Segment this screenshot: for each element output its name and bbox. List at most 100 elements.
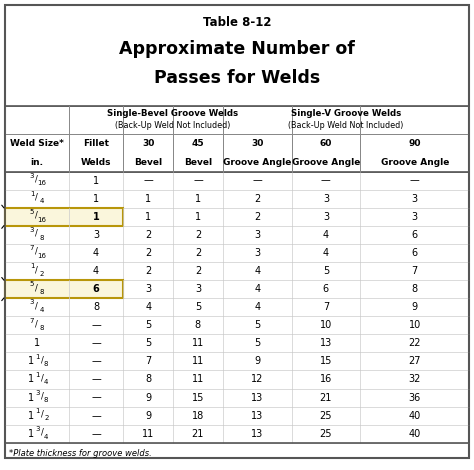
Text: 12: 12 [251,375,264,384]
Text: 10: 10 [409,320,421,330]
Text: 15: 15 [191,392,204,402]
Text: 11: 11 [192,375,204,384]
Text: 3: 3 [412,212,418,222]
Text: 4: 4 [44,433,48,439]
Text: 9: 9 [254,356,260,367]
Text: 3: 3 [323,212,329,222]
Text: 3: 3 [254,248,260,258]
Bar [123,134,173,172]
Text: 45: 45 [191,139,204,148]
Text: /: / [40,374,44,383]
Text: 1: 1 [30,191,34,197]
Text: 25: 25 [319,429,332,439]
Text: 3: 3 [36,426,40,432]
Bar [69,134,123,172]
Text: /: / [35,265,38,274]
Text: —: — [252,176,262,186]
Text: /: / [40,428,44,437]
Text: 40: 40 [409,429,421,439]
Text: 1: 1 [36,408,40,414]
Bar [123,106,223,134]
Text: 1: 1 [30,263,34,269]
Text: 30: 30 [142,139,155,148]
Text: Bevel: Bevel [134,157,162,167]
Text: 15: 15 [319,356,332,367]
Text: 7: 7 [411,266,418,276]
Text: 3: 3 [93,230,99,240]
Text: 2: 2 [195,248,201,258]
Text: 90: 90 [409,139,421,148]
Text: 5: 5 [30,282,34,287]
Text: 7: 7 [30,245,34,251]
Text: —: — [91,392,101,402]
Text: 8: 8 [44,361,48,367]
Text: 4: 4 [254,302,260,312]
Text: *Plate thickness for groove welds.: *Plate thickness for groove welds. [9,449,152,458]
Text: Groove Angle: Groove Angle [292,157,360,167]
Text: 2: 2 [145,248,151,258]
Text: Approximate Number of: Approximate Number of [119,40,355,58]
Text: /: / [35,211,38,220]
Text: 4: 4 [93,266,99,276]
Text: 5: 5 [323,266,329,276]
Text: 5: 5 [145,320,151,330]
Text: 10: 10 [320,320,332,330]
Text: 3: 3 [323,194,329,204]
Text: 16: 16 [37,217,46,223]
Text: 4: 4 [323,248,329,258]
Text: /: / [40,410,44,419]
Text: 3: 3 [30,227,34,233]
Text: 9: 9 [145,411,151,421]
Text: /: / [40,392,44,400]
Text: 13: 13 [251,411,263,421]
Text: 2: 2 [44,415,48,422]
Text: 2: 2 [40,271,44,277]
Text: 3: 3 [412,194,418,204]
Text: 13: 13 [251,392,263,402]
Text: (Back-Up Weld Not Included): (Back-Up Weld Not Included) [288,121,404,131]
Text: Table 8-12: Table 8-12 [203,16,271,29]
Text: /: / [40,355,44,364]
Text: 8: 8 [195,320,201,330]
Text: 1: 1 [28,375,34,384]
Text: 5: 5 [145,338,151,348]
Text: 6: 6 [412,230,418,240]
Text: 4: 4 [93,248,99,258]
Text: 4: 4 [254,284,260,294]
Text: in.: in. [30,157,43,167]
Text: 21: 21 [191,429,204,439]
Text: 18: 18 [192,411,204,421]
Text: 27: 27 [409,356,421,367]
Text: 8: 8 [145,375,151,384]
Text: 1: 1 [195,194,201,204]
Text: 8: 8 [40,289,44,295]
Text: 5: 5 [195,302,201,312]
Text: 3: 3 [36,390,40,396]
Text: 1: 1 [93,176,99,186]
Text: 7: 7 [145,356,151,367]
Text: 1: 1 [28,356,34,367]
Text: 3: 3 [145,284,151,294]
Text: 9: 9 [412,302,418,312]
Text: 40: 40 [409,411,421,421]
Text: Fillet: Fillet [83,139,109,148]
Text: 2: 2 [145,266,151,276]
Text: —: — [321,176,331,186]
Text: /: / [35,283,38,292]
Text: 2: 2 [254,212,260,222]
Text: —: — [410,176,419,186]
Text: /: / [35,319,38,329]
Text: 25: 25 [319,411,332,421]
Text: 36: 36 [409,392,421,402]
Text: 4: 4 [40,307,44,313]
Text: Bevel: Bevel [184,157,212,167]
Text: 1: 1 [36,354,40,360]
Bar [173,134,223,172]
Text: —: — [91,338,101,348]
Text: 8: 8 [93,302,99,312]
Text: 2: 2 [195,230,201,240]
Text: 1: 1 [34,338,40,348]
Text: 2: 2 [145,230,151,240]
Text: 3: 3 [254,230,260,240]
Text: 1: 1 [195,212,201,222]
